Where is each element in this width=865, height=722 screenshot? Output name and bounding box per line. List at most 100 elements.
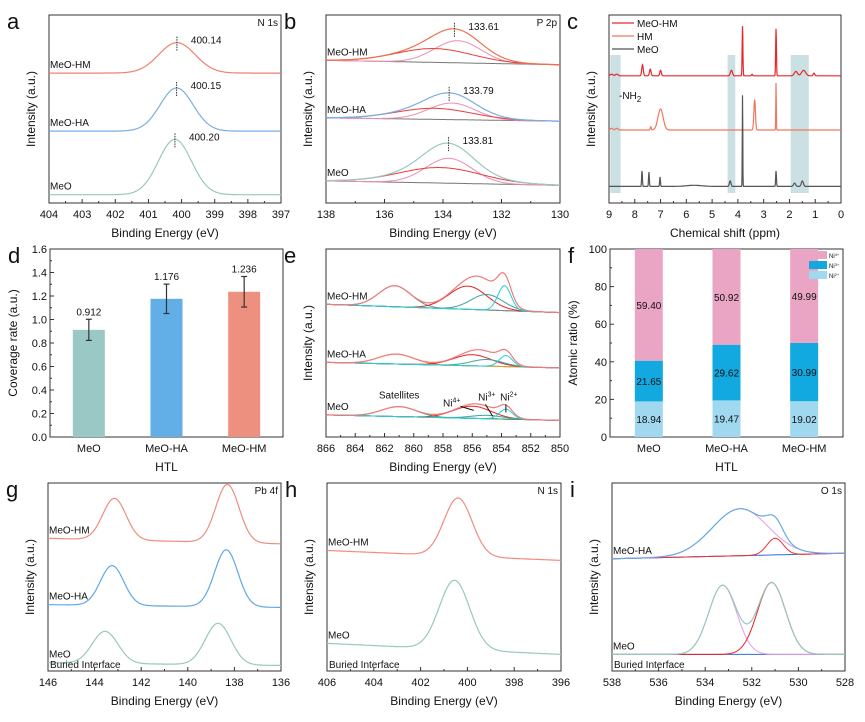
x-tick-label: 866 <box>317 443 335 455</box>
nh2-annotation: -NH2 <box>619 91 642 104</box>
data-label: 1.176 <box>154 272 179 283</box>
panel-d: d Coverage rate (a.u.) HTL 0.0 0.2 0.4 0.6 0.8 1… <box>6 243 284 474</box>
x-tick-label: 136 <box>375 209 393 221</box>
panel-g: g Intensity (a.u.) Binding Energy (eV) MeO-… <box>6 477 290 708</box>
y-axis-title: Intensity (a.u.) <box>301 71 315 147</box>
panel-letter: f <box>568 243 575 268</box>
x-tick-label: 856 <box>463 443 481 455</box>
series-line-meo <box>327 579 561 656</box>
fit-component-curve <box>326 157 560 186</box>
peak-label: 133.81 <box>463 136 494 147</box>
peak-label: 400.15 <box>191 81 222 92</box>
x-tick-label: 138 <box>317 209 335 221</box>
x-tick-label: 1 <box>812 209 818 221</box>
y-tick-label: 40 <box>595 357 607 369</box>
y-tick-label: 0.0 <box>32 432 47 444</box>
panel-letter: a <box>7 9 20 34</box>
x-axis-title: Binding Energy (eV) <box>111 226 218 240</box>
y-axis-title: Atomic ratio (%) <box>566 300 580 385</box>
legend-swatch <box>809 251 827 259</box>
x-tick-label: 136 <box>272 677 290 689</box>
peak-label: 133.79 <box>463 86 494 97</box>
x-tick-label: MeO-HM <box>782 443 827 455</box>
x-tick-label: 396 <box>552 677 570 689</box>
x-tick-label: 8 <box>632 209 638 221</box>
x-tick-label: 860 <box>405 443 423 455</box>
data-label: 21.65 <box>636 377 661 388</box>
panel-letter: g <box>6 477 18 502</box>
stacked-bar-segment <box>790 401 819 437</box>
x-tick-label: 406 <box>318 677 336 689</box>
y-tick-label: 0.8 <box>32 338 47 350</box>
x-tick-label: 7 <box>657 209 663 221</box>
data-label: 59.40 <box>636 301 661 312</box>
corner-label: P 2p <box>537 18 558 29</box>
x-axis-title: HTL <box>715 460 738 474</box>
series-line-meo-hm <box>48 483 281 545</box>
corner-label: O 1s <box>821 486 842 497</box>
x-tick-label: 4 <box>735 209 741 221</box>
series-label: MeO-HA <box>49 592 88 603</box>
x-tick-label: 536 <box>649 677 667 689</box>
x-tick-label: 2 <box>786 209 792 221</box>
annotation-label: Ni3+ <box>478 391 495 403</box>
bottom-label: Buried Interface <box>614 660 685 671</box>
x-axis-title: Binding Energy (eV) <box>389 226 496 240</box>
series-line-meo-hm <box>327 497 561 562</box>
y-tick-label: 1.6 <box>32 244 47 256</box>
x-tick-label: 403 <box>73 209 91 221</box>
x-tick-label: 400 <box>172 209 190 221</box>
y-axis-title: Intensity (a.u.) <box>587 539 601 615</box>
panel-letter: i <box>570 477 575 502</box>
stacked-bar-segment <box>712 248 741 345</box>
x-tick-label: 138 <box>225 677 243 689</box>
legend-label: MeO-HM <box>637 19 678 30</box>
series-line-meo <box>49 138 281 196</box>
legend-swatch <box>809 261 827 269</box>
panel-letter: e <box>284 243 296 268</box>
y-tick-label: 0.2 <box>32 409 47 421</box>
x-tick-label: 3 <box>761 209 767 221</box>
x-tick-label: 6 <box>683 209 689 221</box>
x-axis-title: Binding Energy (eV) <box>111 694 218 708</box>
series-label: MeO-HM <box>327 47 368 58</box>
x-tick-label: 0 <box>838 209 844 221</box>
series-line-meo-ha <box>47 549 281 609</box>
x-tick-label: 862 <box>375 443 393 455</box>
x-tick-label: 528 <box>836 677 854 689</box>
y-tick-label: 0.4 <box>32 385 47 397</box>
fit-component-curve <box>612 584 845 655</box>
data-label: 50.92 <box>714 293 739 304</box>
arrow <box>484 404 494 417</box>
series-label: MeO-HM <box>49 525 90 536</box>
bar <box>72 329 105 437</box>
stacked-bar-segment <box>634 360 663 402</box>
panel-a: a Intensity (a.u.) Binding Energy (eV) MeO-… <box>7 9 290 240</box>
bottom-label: Buried Interface <box>329 660 400 671</box>
data-label: 30.99 <box>792 368 817 379</box>
series-line-meo-hm <box>326 271 560 314</box>
plot-frame <box>48 14 282 204</box>
y-tick-label: 20 <box>595 394 607 406</box>
series-line-hm <box>608 82 841 131</box>
x-tick-label: 850 <box>551 443 569 455</box>
series-label: MeO-HA <box>327 105 366 116</box>
series-label: MeO-HM <box>328 537 369 548</box>
series-line-meo-ha <box>49 87 281 132</box>
panel-h: h Intensity (a.u.) Binding Energy (eV) MeO-… <box>285 477 570 708</box>
x-tick-label: MeO <box>637 443 661 455</box>
x-tick-label: MeO <box>77 443 101 455</box>
series-label: MeO <box>327 168 349 179</box>
series-label: MeO <box>613 641 635 652</box>
y-tick-label: 60 <box>595 319 607 331</box>
x-tick-label: 399 <box>206 209 224 221</box>
panel-i: i Intensity (a.u.) Binding Energy (eV) MeO-… <box>570 477 854 708</box>
y-tick-label: 1.0 <box>32 315 47 327</box>
x-tick-label: 402 <box>106 209 124 221</box>
series-line-meo-hm <box>326 28 560 66</box>
annotation-label: Satellites <box>379 390 420 401</box>
x-tick-label: MeO-HA <box>705 443 748 455</box>
x-tick-label: 144 <box>85 677 103 689</box>
x-tick-label: 530 <box>789 677 807 689</box>
y-tick-label: 0.6 <box>32 362 47 374</box>
